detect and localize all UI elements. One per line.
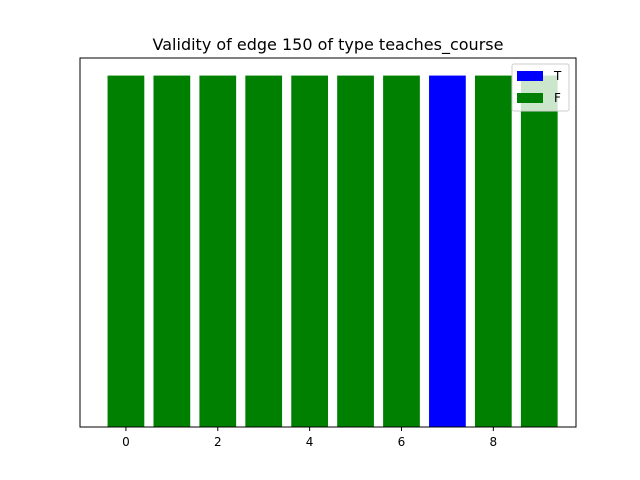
bar-4-false — [291, 75, 328, 428]
bar-5-false — [337, 75, 374, 428]
legend: TF — [511, 63, 570, 112]
legend-label-F: F — [554, 91, 561, 105]
x-tick-label: 6 — [398, 435, 406, 449]
bar-3-false — [245, 75, 283, 428]
legend-swatch-T — [517, 71, 543, 81]
bar-8-false — [474, 75, 512, 428]
bar-1-false — [153, 75, 191, 428]
bar-7-true — [429, 75, 466, 428]
bar-6-false — [383, 75, 420, 428]
bars-group — [107, 75, 558, 428]
legend-swatch-F — [517, 93, 543, 103]
bar-9-false — [520, 75, 558, 428]
x-axis-ticks: 0 2 4 6 8 — [122, 427, 497, 449]
axes-frame — [79, 57, 577, 428]
x-tick-label: 4 — [306, 435, 314, 449]
legend-label-T: T — [553, 69, 562, 83]
x-tick-label: 0 — [122, 435, 130, 449]
x-tick-label: 2 — [214, 435, 222, 449]
bar-0-false — [107, 75, 145, 428]
x-tick-label: 8 — [490, 435, 498, 449]
bar-2-false — [199, 75, 237, 428]
chart-title: Validity of edge 150 of type teaches_cou… — [153, 35, 504, 55]
